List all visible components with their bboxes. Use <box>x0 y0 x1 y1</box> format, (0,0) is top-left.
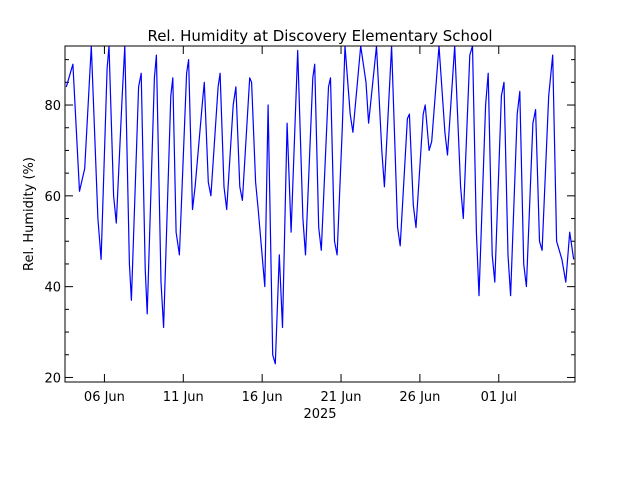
x-tick-label: 01 Jul <box>481 390 517 405</box>
plot-frame <box>64 45 576 383</box>
y-tick-label: 40 <box>44 281 61 296</box>
y-axis-label: Rel. Humidity (%) <box>22 157 37 271</box>
series-line-0 <box>65 46 575 365</box>
x-tick-label: 26 Jun <box>399 390 440 405</box>
axis-ticks <box>65 46 575 382</box>
y-tick-label: 60 <box>44 190 61 205</box>
y-tick-label: 20 <box>44 371 61 386</box>
x-axis-label: 2025 <box>303 407 336 422</box>
x-tick-label: 06 Jun <box>84 390 125 405</box>
axis-tick-labels: 20 40 60 80 06 Jun 11 Jun 16 Jun 21 Jun 26 Jun 01… <box>44 99 516 405</box>
y-tick-label: 80 <box>44 99 61 114</box>
x-tick-label: 16 Jun <box>242 390 283 405</box>
chart-title: Rel. Humidity at Discovery Elementary Sc… <box>147 27 492 45</box>
x-tick-label: 21 Jun <box>321 390 362 405</box>
data-series <box>65 46 575 365</box>
x-tick-label: 11 Jun <box>163 390 204 405</box>
